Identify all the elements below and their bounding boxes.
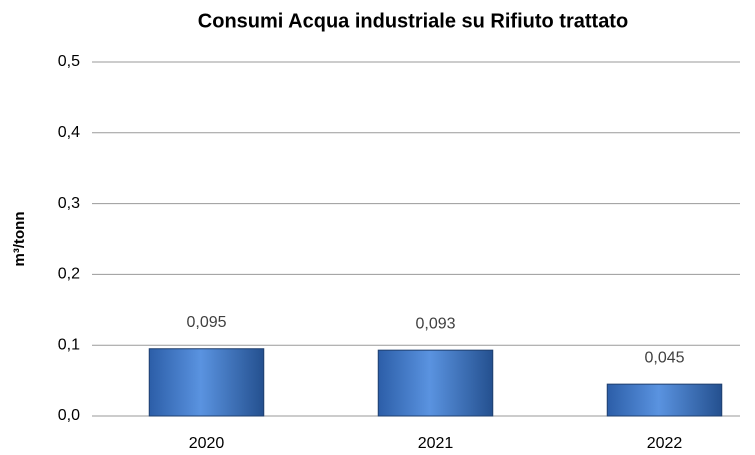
value-label-bg — [172, 311, 241, 334]
value-label: 0,045 — [644, 349, 684, 366]
y-tick-label: 0,0 — [58, 407, 80, 424]
y-tick-label: 0,5 — [58, 53, 80, 70]
x-tick-label: 2020 — [189, 435, 225, 452]
y-tick-label: 0,4 — [58, 124, 80, 141]
y-axis-label: m³/tonn — [11, 212, 28, 267]
x-tick-label: 2022 — [647, 435, 683, 452]
bar — [377, 349, 494, 417]
y-tick-label: 0,1 — [58, 336, 80, 353]
y-tick-label: 0,3 — [58, 195, 80, 212]
value-label: 0,095 — [186, 314, 226, 331]
value-label-bg — [630, 347, 699, 370]
chart-title: Consumi Acqua industriale su Rifiuto tra… — [198, 10, 628, 32]
bar — [606, 383, 723, 417]
value-label: 0,093 — [415, 315, 455, 332]
x-tick-label: 2021 — [418, 435, 454, 452]
value-label-bg — [401, 313, 470, 336]
y-tick-label: 0,2 — [58, 266, 80, 283]
bar — [148, 348, 265, 417]
